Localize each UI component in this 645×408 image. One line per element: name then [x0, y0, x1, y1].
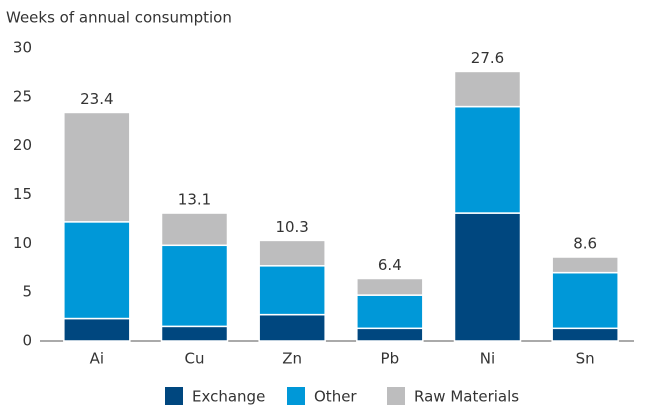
legend-swatch — [165, 387, 183, 405]
bar-segment — [63, 111, 131, 223]
axis-title: Weeks of annual consumption — [6, 9, 232, 27]
bar-segment — [160, 325, 229, 342]
bar-segment — [551, 256, 619, 274]
x-tick-label: Ai — [90, 350, 104, 368]
legend-swatch — [387, 387, 405, 405]
total-label: 6.4 — [378, 256, 402, 274]
bar-segment — [551, 271, 619, 330]
bar-segment — [258, 313, 326, 342]
total-label: 13.1 — [178, 191, 211, 209]
bar-segment — [258, 239, 326, 267]
total-label: 8.6 — [573, 235, 597, 253]
bar-segment — [63, 317, 131, 342]
bar-segment — [356, 327, 424, 342]
legend-label: Raw Materials — [414, 388, 519, 406]
bar-segment — [453, 70, 522, 108]
x-tick-label: Sn — [576, 350, 595, 368]
bar-segment — [160, 212, 229, 247]
bar-segment — [453, 212, 522, 342]
y-tick-label: 5 — [22, 283, 32, 301]
bar-segment — [63, 221, 131, 320]
y-tick-label: 20 — [13, 136, 32, 154]
x-tick-label: Cu — [185, 350, 205, 368]
bar-segment — [160, 244, 229, 328]
legend-swatch — [287, 387, 305, 405]
y-tick-label: 0 — [22, 332, 32, 350]
legend-label: Exchange — [192, 388, 265, 406]
total-label: 10.3 — [275, 218, 308, 236]
y-tick-label: 25 — [13, 87, 32, 105]
y-tick-label: 10 — [13, 234, 32, 252]
x-tick-label: Zn — [282, 350, 302, 368]
legend-label: Other — [314, 388, 357, 406]
y-tick-label: 15 — [13, 185, 32, 203]
bar-segment — [258, 265, 326, 316]
bar-segment — [356, 277, 424, 296]
bar-segment — [453, 105, 522, 214]
x-tick-label: Ni — [480, 350, 495, 368]
bar-segment — [356, 294, 424, 330]
total-label: 23.4 — [80, 90, 113, 108]
bar-segment — [551, 327, 619, 342]
x-tick-label: Pb — [381, 350, 400, 368]
total-label: 27.6 — [471, 49, 504, 67]
y-tick-label: 30 — [13, 39, 32, 57]
